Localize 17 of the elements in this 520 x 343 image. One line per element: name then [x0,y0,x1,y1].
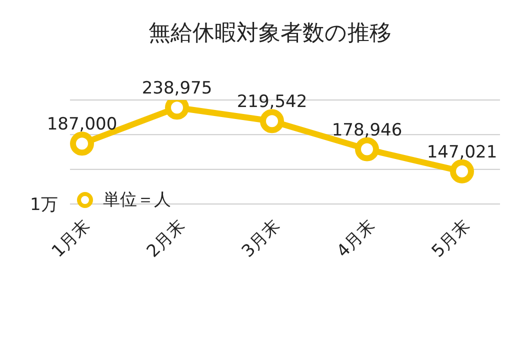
legend-label: 単位＝人 [103,189,171,211]
data-label: 219,542 [236,92,308,112]
data-label: 178,946 [332,120,402,140]
point [450,159,474,184]
point [70,132,94,156]
data-label: 238,975 [142,78,212,99]
point [260,109,284,134]
x-tick-label: 2月末 [143,216,190,262]
x-tick-label: 1月末 [48,216,94,262]
chart-title: 無給休暇対象者数の推移 [148,20,392,48]
point [355,137,379,162]
data-label: 187,000 [46,114,118,135]
x-tick-label: 4月末 [333,216,380,262]
data-label: 147,021 [426,142,498,162]
x-tick-label: 5月末 [428,216,474,262]
x-tick-label: 3月末 [238,216,284,262]
text: 1万 [30,194,58,216]
